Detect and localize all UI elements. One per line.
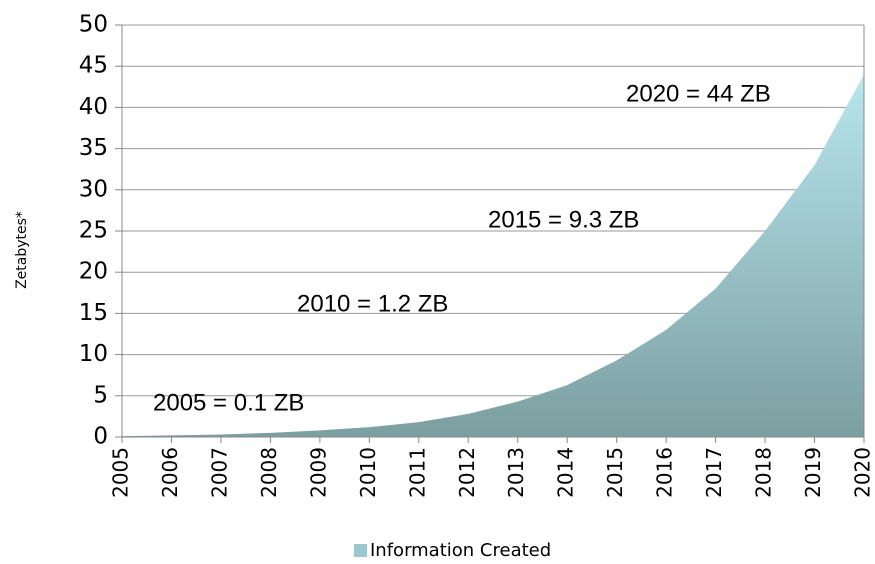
y-tick-label: 25 bbox=[79, 218, 108, 244]
x-tick-label: 2010 bbox=[356, 447, 380, 498]
x-tick-label: 2013 bbox=[504, 447, 528, 498]
x-tick-label: 2006 bbox=[158, 447, 182, 498]
y-tick-label: 50 bbox=[79, 12, 108, 38]
annotation: 2010 = 1.2 ZB bbox=[297, 290, 448, 317]
legend-swatch bbox=[354, 544, 367, 557]
x-tick-label: 2018 bbox=[752, 447, 776, 498]
y-tick-label: 20 bbox=[79, 259, 108, 285]
y-tick-label: 5 bbox=[93, 382, 108, 408]
y-tick-label: 40 bbox=[79, 94, 108, 120]
x-tick-label: 2017 bbox=[702, 447, 726, 498]
y-tick-label: 45 bbox=[79, 53, 108, 79]
x-tick-label: 2019 bbox=[801, 447, 825, 498]
x-tick-label: 2014 bbox=[554, 447, 578, 498]
x-tick-label: 2012 bbox=[455, 447, 479, 498]
x-tick-label: 2011 bbox=[405, 447, 429, 498]
y-axis-label: Zetabytes* bbox=[14, 211, 30, 289]
x-tick-label: 2005 bbox=[109, 447, 133, 498]
x-tick-label: 2008 bbox=[257, 447, 281, 498]
x-tick-label: 2009 bbox=[306, 447, 330, 498]
annotation: 2015 = 9.3 ZB bbox=[488, 206, 639, 233]
x-tick-label: 2016 bbox=[653, 447, 677, 498]
y-tick-label: 15 bbox=[79, 300, 108, 326]
annotation: 2005 = 0.1 ZB bbox=[153, 389, 304, 416]
y-tick-label: 30 bbox=[79, 176, 108, 202]
y-tick-label: 10 bbox=[79, 341, 108, 367]
area bbox=[122, 74, 864, 437]
legend-label: Information Created bbox=[370, 540, 551, 561]
x-tick-label: 2015 bbox=[603, 447, 627, 498]
y-tick-label: 0 bbox=[93, 424, 108, 450]
x-tick-label: 2020 bbox=[851, 447, 875, 498]
x-tick-label: 2007 bbox=[207, 447, 231, 498]
y-tick-label: 35 bbox=[79, 135, 108, 161]
annotation: 2020 = 44 ZB bbox=[626, 80, 771, 107]
